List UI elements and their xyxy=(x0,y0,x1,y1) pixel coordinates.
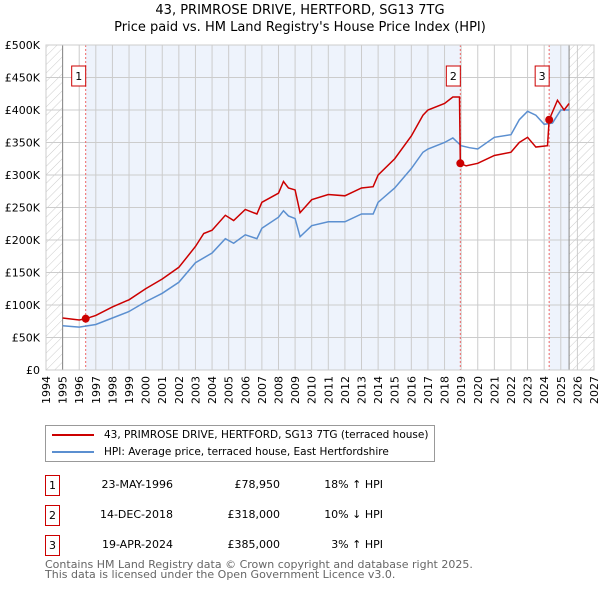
footer-line: This data is licensed under the Open Gov… xyxy=(45,568,396,581)
x-tick-label: 2026 xyxy=(571,376,584,404)
y-tick-label: £100K xyxy=(5,299,41,312)
y-tick-label: £200K xyxy=(5,234,41,247)
sale-hpi-diff: 18% ↑ HPI xyxy=(324,478,383,491)
y-tick-label: £0 xyxy=(26,364,40,377)
x-tick-label: 2016 xyxy=(405,376,418,404)
x-tick-label: 2020 xyxy=(472,376,485,404)
sale-hpi-diff: 3% ↑ HPI xyxy=(331,538,383,551)
x-tick-label: 2025 xyxy=(555,376,568,404)
x-tick-label: 2005 xyxy=(223,376,236,404)
sale-price: £78,950 xyxy=(234,478,281,491)
x-tick-label: 2011 xyxy=(322,376,335,404)
x-tick-label: 1997 xyxy=(90,376,103,404)
sale-label-box xyxy=(445,65,461,87)
footer-line: Contains HM Land Registry data © Crown c… xyxy=(45,558,473,571)
sale-price: £318,000 xyxy=(227,508,281,521)
sale-label: 2 xyxy=(450,70,457,83)
sale-number: 1 xyxy=(45,475,60,496)
x-tick-label: 2007 xyxy=(256,376,269,404)
x-tick-label: 2001 xyxy=(156,376,169,404)
x-tick-label: 2004 xyxy=(206,376,219,404)
x-tick-label: 1995 xyxy=(57,376,70,404)
x-tick-label: 2014 xyxy=(372,376,385,404)
sale-date: 14-DEC-2018 xyxy=(99,508,173,521)
legend: 43, PRIMROSE DRIVE, HERTFORD, SG13 7TG (… xyxy=(45,425,435,462)
x-tick-label: 2010 xyxy=(306,376,319,404)
x-tick-label: 2003 xyxy=(189,376,202,404)
x-tick-label: 1996 xyxy=(73,376,86,404)
sale-point xyxy=(456,159,465,168)
x-tick-label: 2002 xyxy=(173,376,186,404)
legend-swatch xyxy=(52,451,94,453)
sale-point xyxy=(81,314,90,323)
x-tick-label: 1998 xyxy=(106,376,119,404)
sale-number: 3 xyxy=(45,535,60,556)
x-tick-label: 2023 xyxy=(522,376,535,404)
y-tick-label: £500K xyxy=(5,39,41,52)
sale-date: 19-APR-2024 xyxy=(101,538,173,551)
sale-price: £385,000 xyxy=(227,538,281,551)
x-tick-label: 2027 xyxy=(588,376,600,404)
sale-date: 23-MAY-1996 xyxy=(101,478,173,491)
plot-border xyxy=(45,44,595,371)
y-tick-label: £150K xyxy=(5,267,41,280)
sale-row: 3 19-APR-2024 £385,000 3% ↑ HPI xyxy=(45,535,465,556)
sale-row: 1 23-MAY-1996 £78,950 18% ↑ HPI xyxy=(45,475,465,496)
footer: Contains HM Land Registry data © Crown c… xyxy=(45,558,473,581)
sale-label-box xyxy=(71,65,87,87)
x-tick-label: 2012 xyxy=(339,376,352,404)
y-tick-label: £350K xyxy=(5,137,41,150)
subtitle-line: Price paid vs. HM Land Registry's House … xyxy=(114,20,486,35)
legend-item-hpi: HPI: Average price, terraced house, East… xyxy=(52,444,389,460)
x-tick-label: 2022 xyxy=(505,376,518,404)
y-tick-label: £300K xyxy=(5,169,41,182)
title-line: 43, PRIMROSE DRIVE, HERTFORD, SG13 7TG xyxy=(155,3,445,18)
x-tick-label: 2013 xyxy=(356,376,369,404)
legend-label: HPI: Average price, terraced house, East… xyxy=(104,446,389,458)
x-tick-label: 2009 xyxy=(289,376,302,404)
legend-item-property: 43, PRIMROSE DRIVE, HERTFORD, SG13 7TG (… xyxy=(52,427,428,443)
hpi-line xyxy=(62,109,570,328)
property-line xyxy=(62,96,570,321)
legend-swatch xyxy=(52,434,94,436)
sale-label: 3 xyxy=(539,70,546,83)
y-tick-label: £450K xyxy=(5,72,41,85)
x-tick-label: 2024 xyxy=(538,376,551,404)
x-tick-label: 1994 xyxy=(40,376,53,404)
x-tick-label: 2006 xyxy=(239,376,252,404)
x-tick-label: 1999 xyxy=(123,376,136,404)
legend-label: 43, PRIMROSE DRIVE, HERTFORD, SG13 7TG (… xyxy=(104,429,429,441)
x-tick-label: 2000 xyxy=(140,376,153,404)
sale-hpi-diff: 10% ↓ HPI xyxy=(324,508,383,521)
y-tick-label: £400K xyxy=(5,104,41,117)
y-tick-label: £50K xyxy=(12,332,41,345)
sale-row: 2 14-DEC-2018 £318,000 10% ↓ HPI xyxy=(45,505,465,526)
price-chart: 1994 1995 1996 1997 1998 1999 2000 2001 2002 2003… xyxy=(5,39,600,404)
x-tick-label: 2021 xyxy=(488,376,501,404)
sale-label: 1 xyxy=(75,70,82,83)
y-tick-label: £250K xyxy=(5,202,41,215)
x-tick-label: 2017 xyxy=(422,376,435,404)
sale-point xyxy=(545,115,554,124)
sale-number: 2 xyxy=(45,505,60,526)
x-tick-label: 2008 xyxy=(272,376,285,404)
sale-label-box xyxy=(534,65,550,87)
x-tick-label: 2015 xyxy=(389,376,402,404)
x-tick-label: 2018 xyxy=(439,376,452,404)
x-tick-label: 2019 xyxy=(455,376,468,404)
chart-title: 43, PRIMROSE DRIVE, HERTFORD, SG13 7TG P… xyxy=(0,2,600,36)
